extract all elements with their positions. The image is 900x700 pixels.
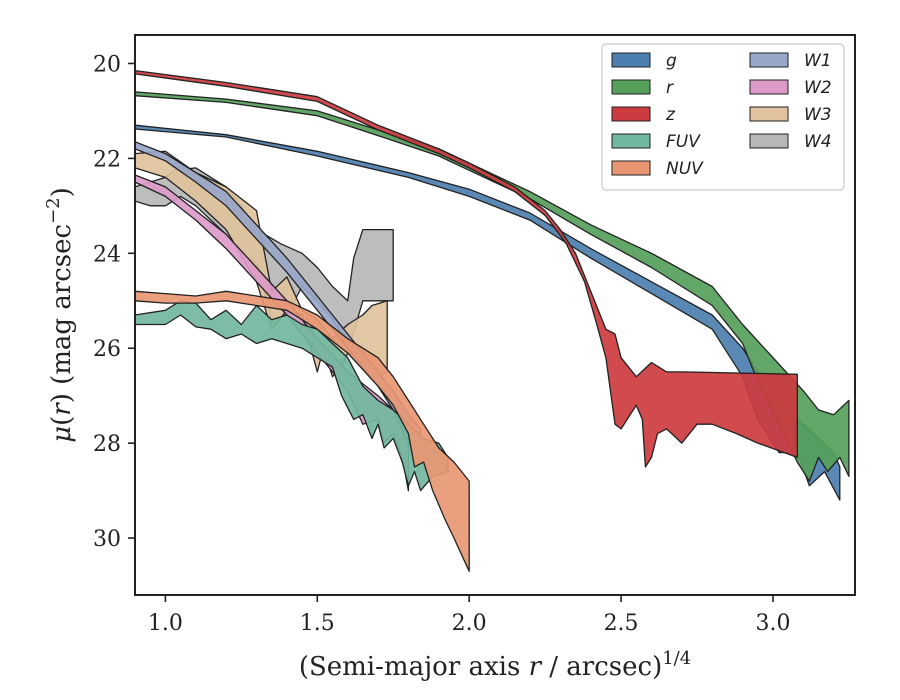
x-tick-label: 3.0: [755, 611, 790, 636]
legend-swatch-fuv: [611, 133, 651, 149]
legend-label-nuv: NUV: [666, 159, 704, 179]
legend: grz FUV NUV W1 W2 W3 W4: [601, 43, 845, 191]
x-axis-label: (Semi-major axis r / arcsec)1/4: [299, 648, 691, 682]
y-axis-label: μ(r) (mag arcsec−2): [43, 187, 77, 443]
y-tick-label: 24: [93, 242, 121, 267]
x-axis-label-sup: 1/4: [662, 648, 691, 669]
legend-swatch-nuv: [611, 160, 651, 176]
legend-label-g: g: [666, 51, 677, 71]
legend-swatch-z: [611, 106, 651, 122]
series-band-z: [134, 69, 798, 468]
y-axis-label-sup: −2: [43, 197, 64, 224]
x-axis-label-post: / arcsec): [541, 652, 662, 682]
series-band-g: [134, 124, 841, 501]
legend-swatch-w3: [749, 106, 789, 122]
legend-label-w2: W2: [804, 78, 832, 98]
y-axis-label-open: (: [47, 416, 77, 426]
y-tick-label: 30: [93, 527, 121, 552]
legend-label-w3: W3: [804, 105, 832, 125]
legend-swatch-g: [611, 52, 651, 68]
x-tick-label: 1.5: [300, 611, 335, 636]
legend-label-fuv: FUV: [666, 132, 701, 152]
y-axis-label-var: r: [47, 402, 77, 416]
legend-swatch-w1: [749, 52, 789, 68]
x-tick-label: 2.0: [452, 611, 487, 636]
y-tick-label: 20: [93, 52, 121, 77]
ticks-layer: 1.0 1.5 2.0 2.5 3.0 20 22 24 26 28 30: [93, 52, 790, 636]
x-axis-label-var: r: [529, 652, 543, 682]
plot-frame: [134, 34, 856, 596]
y-tick-label: 28: [93, 432, 121, 457]
series-layer: [134, 69, 850, 572]
legend-label-w1: W1: [804, 51, 832, 71]
series-band-nuv: [134, 290, 470, 572]
series-band-fuv: [134, 300, 449, 492]
legend-swatch-w2: [749, 79, 789, 95]
legend-swatch-r: [611, 79, 651, 95]
y-axis-label-mu: μ: [47, 426, 77, 443]
x-tick-label: 2.5: [604, 611, 639, 636]
legend-label-r: r: [666, 78, 674, 98]
series-band-r: [134, 91, 850, 482]
legend-label-z: z: [665, 105, 676, 125]
y-axis-label-close: ): [47, 187, 77, 197]
x-tick-label: 1.0: [148, 611, 183, 636]
y-tick-label: 22: [93, 147, 121, 172]
legend-entries: grz FUV NUV W1 W2 W3 W4: [611, 51, 832, 179]
legend-label-w4: W4: [804, 132, 832, 152]
y-tick-label: 26: [93, 337, 121, 362]
x-axis-label-pre: (Semi-major axis: [299, 652, 529, 682]
legend-swatch-w4: [749, 133, 789, 149]
y-axis-label-mid: ) (mag arcsec: [47, 224, 77, 403]
